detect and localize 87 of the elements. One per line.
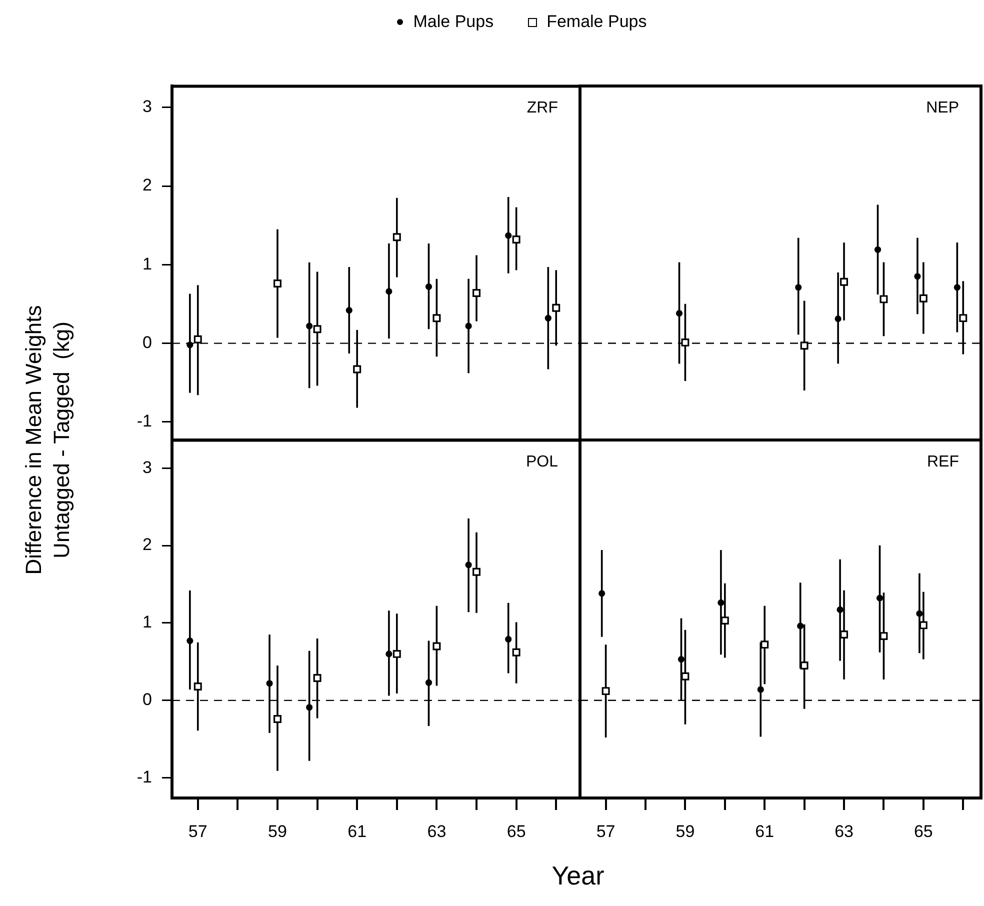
point <box>598 590 606 597</box>
point <box>760 640 769 649</box>
legend-label: Female Pups <box>546 12 647 32</box>
point <box>386 288 392 294</box>
point <box>472 288 480 297</box>
point <box>306 322 313 330</box>
point <box>718 599 724 606</box>
point <box>505 636 512 642</box>
point <box>505 232 512 239</box>
point <box>512 235 520 244</box>
y-tick-label: 0 <box>142 690 152 709</box>
point <box>386 650 392 658</box>
point <box>840 278 848 286</box>
y-tick-label: 2 <box>142 535 152 554</box>
point <box>425 679 432 686</box>
point <box>959 314 968 322</box>
point <box>425 283 432 290</box>
point <box>194 682 202 690</box>
point <box>914 273 921 280</box>
point <box>676 310 683 317</box>
point <box>313 324 322 333</box>
point <box>186 341 194 348</box>
point <box>720 616 729 625</box>
x-tick-label: 61 <box>755 822 774 841</box>
y-axis-title: Difference in Mean Weights Untagged - Tagged (kg) <box>20 305 75 575</box>
y-tick-label: 1 <box>142 254 152 274</box>
point <box>432 642 441 650</box>
point <box>346 306 352 314</box>
point <box>392 650 401 658</box>
x-tick-label: 57 <box>596 822 616 841</box>
point <box>602 687 610 696</box>
x-tick-label: 63 <box>834 822 854 841</box>
point <box>840 630 848 638</box>
point <box>266 680 273 686</box>
point <box>880 295 888 304</box>
point <box>512 648 520 656</box>
annotation: NEP <box>926 99 959 116</box>
y-tick-label: 2 <box>142 176 152 195</box>
point <box>795 284 802 291</box>
point <box>874 246 882 253</box>
x-tick-label: 59 <box>676 822 695 841</box>
point <box>465 561 472 568</box>
x-tick-label: 65 <box>914 822 933 841</box>
point <box>834 316 842 322</box>
point <box>313 674 322 682</box>
point <box>678 656 685 663</box>
x-tick-label: 57 <box>188 822 208 841</box>
point <box>919 294 928 302</box>
y-tick-label: 3 <box>142 96 152 116</box>
point <box>552 304 560 312</box>
point <box>544 314 552 322</box>
point <box>186 637 194 644</box>
point <box>954 284 960 291</box>
x-axis-title: Year <box>552 860 604 892</box>
point <box>274 714 282 723</box>
y-tick-label: -1 <box>136 767 152 786</box>
point <box>681 338 690 346</box>
point <box>757 686 764 693</box>
point <box>797 622 804 630</box>
x-tick-label: 63 <box>427 822 446 841</box>
point <box>919 621 928 630</box>
point <box>800 662 808 670</box>
x-tick-label: 61 <box>348 822 367 841</box>
annotation: POL <box>526 453 558 470</box>
annotation: ZRF <box>526 99 558 116</box>
point <box>876 594 884 602</box>
point <box>432 314 441 322</box>
x-tick-label: 65 <box>506 822 526 841</box>
point <box>836 606 844 613</box>
point <box>465 322 472 330</box>
x-tick-label: 59 <box>268 822 287 841</box>
legend-label: Male Pups <box>413 12 494 32</box>
point <box>353 365 362 374</box>
y-tick-label: 3 <box>142 458 152 477</box>
point <box>916 610 923 617</box>
point <box>472 568 480 576</box>
point <box>681 672 690 680</box>
y-tick-label: 0 <box>142 332 152 352</box>
point <box>194 335 202 344</box>
point <box>392 232 401 241</box>
point <box>274 279 282 288</box>
y-tick-label: -1 <box>136 411 152 430</box>
point <box>880 632 888 640</box>
point <box>800 342 808 350</box>
y-tick-label: 1 <box>142 612 152 632</box>
annotation: REF <box>927 453 960 470</box>
point <box>306 704 313 710</box>
